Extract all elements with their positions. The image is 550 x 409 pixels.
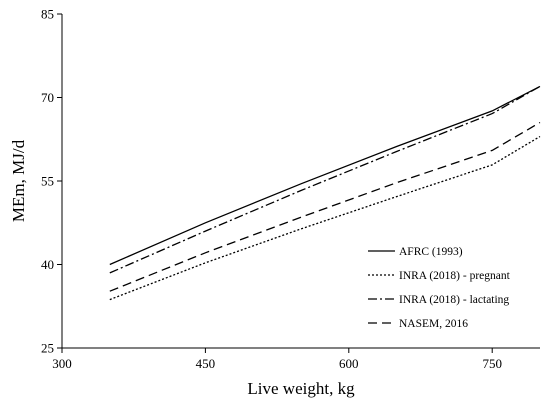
y-tick-label: 70 bbox=[41, 90, 54, 105]
x-tick-label: 750 bbox=[482, 356, 502, 371]
y-axis-title: MEm, MJ/d bbox=[9, 139, 28, 222]
x-axis-ticks: 300 450 600 750 bbox=[52, 348, 502, 371]
series-line-2 bbox=[109, 135, 541, 301]
series-line-4 bbox=[109, 121, 541, 292]
series-line-1 bbox=[109, 85, 541, 266]
plot-area: 25 40 55 70 85 300 450 600 750 bbox=[41, 7, 541, 371]
y-tick-label: 40 bbox=[41, 257, 54, 272]
x-tick-label: 600 bbox=[339, 356, 359, 371]
legend-label-3: INRA (2018) - lactating bbox=[399, 294, 509, 306]
y-tick-label: 25 bbox=[41, 341, 54, 356]
x-tick-label: 450 bbox=[196, 356, 216, 371]
series-line-3 bbox=[109, 85, 541, 274]
legend: AFRC (1993) INRA (2018) - pregnant INRA (2… bbox=[368, 246, 511, 330]
legend-label-4: NASEM, 2016 bbox=[399, 318, 468, 330]
x-axis-title: Live weight, kg bbox=[247, 379, 355, 398]
legend-label-2: INRA (2018) - pregnant bbox=[399, 270, 511, 282]
series-lines bbox=[109, 85, 541, 301]
x-tick-label: 300 bbox=[52, 356, 72, 371]
y-tick-label: 85 bbox=[41, 7, 54, 22]
y-tick-label: 55 bbox=[41, 174, 54, 189]
legend-label-1: AFRC (1993) bbox=[399, 246, 463, 258]
y-axis-ticks: 25 40 55 70 85 bbox=[41, 7, 62, 356]
